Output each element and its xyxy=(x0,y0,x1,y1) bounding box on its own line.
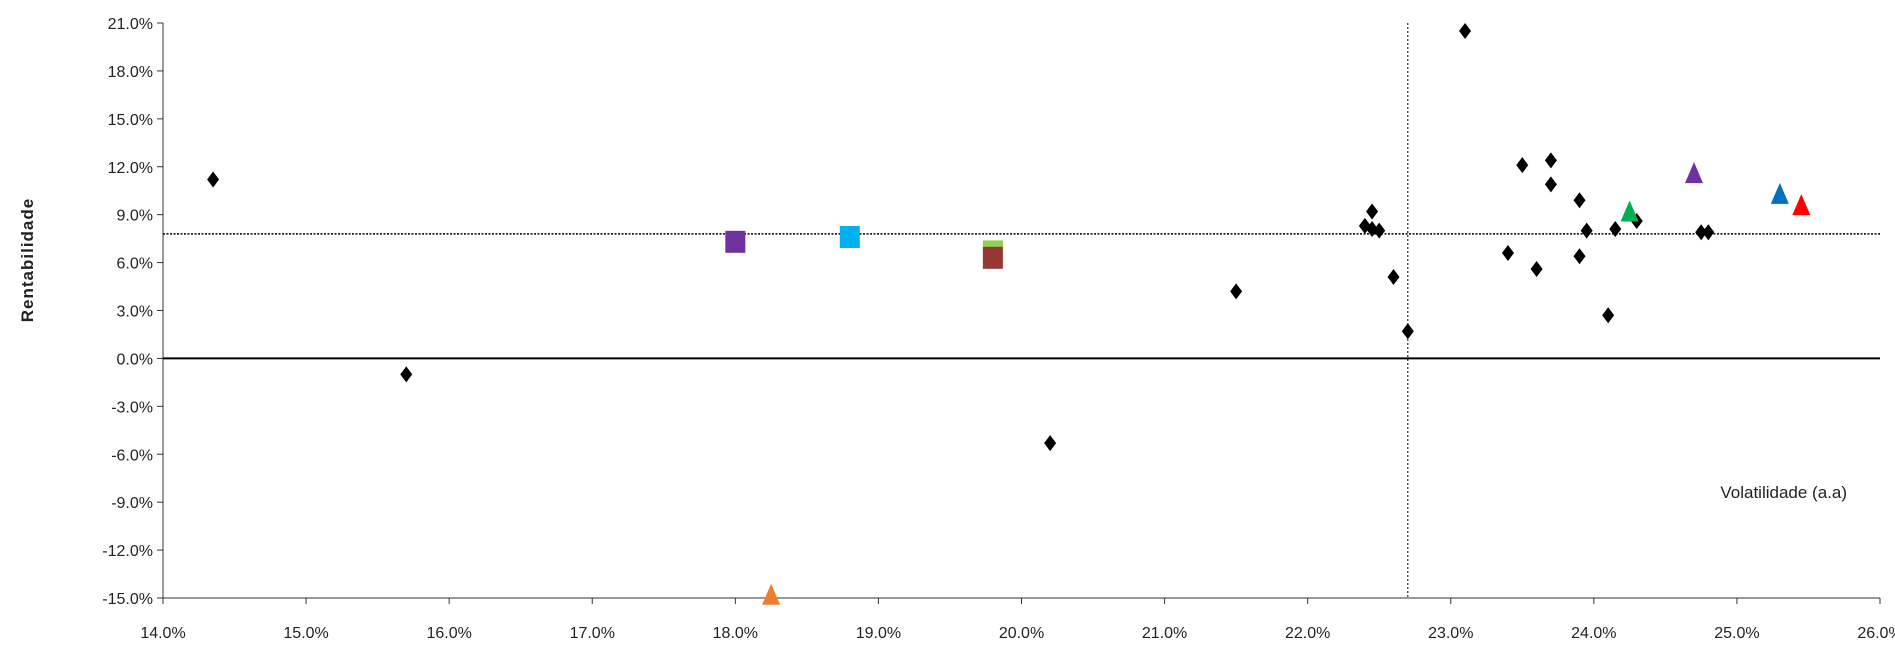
diamond-point xyxy=(1366,221,1379,238)
y-axis-ticks: 21.0% 18.0% 15.0% 12.0% 9.0% 6.0% 3.0% 0.0% -3.0… xyxy=(102,16,163,608)
y-tick-label: 6.0% xyxy=(117,256,153,273)
x-tick-label: 19.0% xyxy=(856,625,901,642)
x-tick-label: 22.0% xyxy=(1285,625,1330,642)
diamond-point xyxy=(1401,323,1414,340)
diamond-point xyxy=(1530,260,1543,277)
diamond-point xyxy=(1544,152,1557,169)
diamond-point xyxy=(1459,22,1472,39)
triangle-point xyxy=(762,583,781,605)
y-tick-label: 0.0% xyxy=(117,351,153,368)
x-tick-label: 15.0% xyxy=(283,625,328,642)
diamond-point xyxy=(1230,283,1243,300)
diamond-point xyxy=(1573,192,1586,209)
x-tick-label: 14.0% xyxy=(140,625,185,642)
triangle-point xyxy=(1684,162,1703,184)
diamond-point xyxy=(1366,203,1379,220)
diamond-point xyxy=(1501,245,1514,261)
diamond-point xyxy=(207,171,220,188)
x-tick-label: 23.0% xyxy=(1428,625,1473,642)
diamond-point xyxy=(1516,157,1529,174)
x-tick-label: 20.0% xyxy=(999,625,1044,642)
y-tick-label: -15.0% xyxy=(102,591,153,608)
x-tick-label: 26.0% xyxy=(1857,625,1895,642)
x-axis-label: Volatilidade (a.a) xyxy=(1720,483,1847,502)
x-axis-ticks: 14.0% 15.0% 16.0% 17.0% 18.0% 19.0% 20.0% 21.0%… xyxy=(140,598,1895,642)
y-tick-label: -9.0% xyxy=(111,495,153,512)
data-points xyxy=(207,22,1811,605)
y-tick-label: -6.0% xyxy=(111,447,153,464)
square-point xyxy=(839,226,860,249)
diamond-point xyxy=(1609,221,1622,238)
x-tick-label: 18.0% xyxy=(713,625,758,642)
y-tick-label: 3.0% xyxy=(117,304,153,321)
diamond-point xyxy=(1602,307,1615,324)
triangle-point xyxy=(1620,200,1639,222)
y-tick-label: 12.0% xyxy=(108,160,153,177)
x-tick-label: 21.0% xyxy=(1142,625,1187,642)
diamond-point xyxy=(1387,268,1400,285)
y-tick-label: 21.0% xyxy=(108,16,153,33)
diamond-point xyxy=(1544,176,1557,193)
diamond-point xyxy=(1702,224,1715,241)
triangle-point xyxy=(1792,194,1811,216)
x-tick-label: 17.0% xyxy=(570,625,615,642)
diamond-point xyxy=(1580,222,1593,239)
y-tick-label: 15.0% xyxy=(108,112,153,129)
y-tick-label: -3.0% xyxy=(111,399,153,416)
x-tick-label: 16.0% xyxy=(426,625,471,642)
square-point xyxy=(725,230,746,253)
diamond-point xyxy=(400,366,413,383)
diamond-point xyxy=(1573,248,1586,265)
y-axis-label: Rentabilidade xyxy=(18,198,37,322)
y-tick-label: 18.0% xyxy=(108,64,153,81)
diamond-point xyxy=(1695,224,1708,241)
diamond-point xyxy=(1044,435,1057,452)
x-tick-label: 24.0% xyxy=(1571,625,1616,642)
y-tick-label: 9.0% xyxy=(117,208,153,225)
x-tick-label: 25.0% xyxy=(1714,625,1759,642)
square-point xyxy=(982,246,1003,269)
triangle-point xyxy=(1770,182,1789,204)
y-tick-label: -12.0% xyxy=(102,543,153,560)
